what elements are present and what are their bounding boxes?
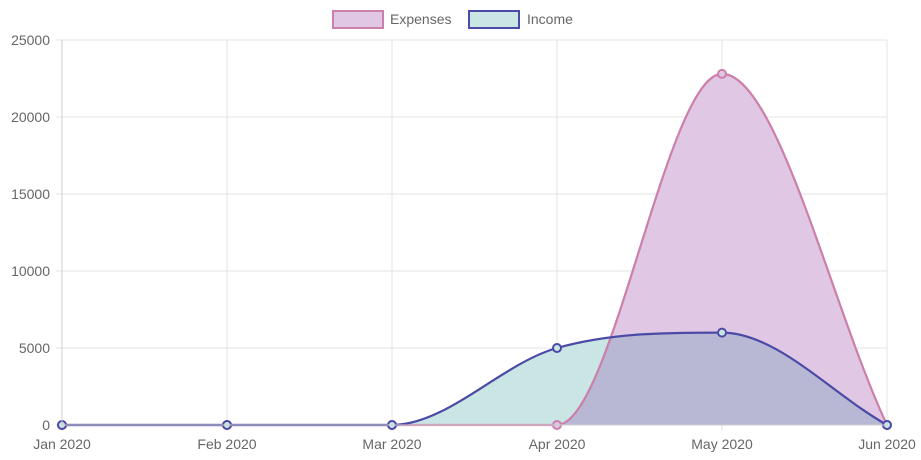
y-tick-label: 5000 <box>19 340 50 356</box>
y-tick-label: 10000 <box>11 263 50 279</box>
legend: Expenses Income <box>332 10 573 29</box>
y-tick-label: 0 <box>42 417 50 433</box>
data-point-income[interactable] <box>717 327 727 338</box>
legend-label-expenses: Expenses <box>390 11 451 27</box>
x-tick-label: Apr 2020 <box>529 436 586 452</box>
y-tick-label: 25000 <box>11 32 50 48</box>
x-tick-label: Jan 2020 <box>33 436 91 452</box>
legend-swatch-income <box>468 10 520 29</box>
axes: 0 5000 10000 15000 20000 25000 Jan 2020 Feb 202… <box>11 32 916 452</box>
y-tick-label: 20000 <box>11 109 50 125</box>
x-tick-label: Mar 2020 <box>362 436 421 452</box>
legend-swatch-expenses <box>332 10 384 29</box>
x-tick-label: May 2020 <box>691 436 753 452</box>
y-tick-label: 15000 <box>11 186 50 202</box>
x-tick-label: Feb 2020 <box>197 436 256 452</box>
legend-item-income[interactable]: Income <box>468 10 573 29</box>
data-point-income[interactable] <box>552 343 562 353</box>
area-fills <box>62 73 887 425</box>
area-overlap <box>62 332 887 425</box>
x-tick-label: Jun 2020 <box>858 436 916 452</box>
data-point-expenses[interactable] <box>717 68 727 79</box>
legend-label-income: Income <box>527 11 573 27</box>
legend-item-expenses[interactable]: Expenses <box>332 10 451 29</box>
